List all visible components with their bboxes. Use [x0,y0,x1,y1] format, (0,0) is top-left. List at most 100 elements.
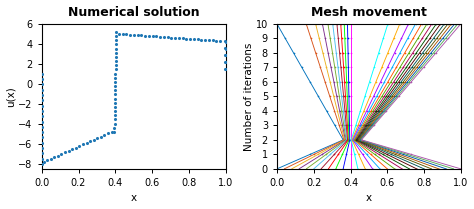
Point [47,157,55,160]
Point [38,141,46,144]
Point [38,157,46,160]
Point [68,148,76,151]
Point [112,64,119,67]
Point [198,38,205,41]
Point [222,40,230,43]
Point [194,38,201,41]
Point [75,144,83,148]
Point [104,132,112,135]
Point [90,138,98,141]
Point [72,146,80,149]
Title: Numerical solution: Numerical solution [68,6,200,19]
Point [123,33,130,36]
Point [153,35,160,38]
Point [221,46,229,50]
Point [40,160,47,163]
Point [171,36,179,40]
Y-axis label: u(x): u(x) [6,86,16,107]
Point [38,72,46,75]
Point [79,143,87,146]
Point [38,146,46,150]
Point [112,38,120,42]
Point [51,155,58,159]
Point [38,162,46,166]
Point [221,53,229,57]
Point [38,136,46,139]
Point [112,51,119,54]
Point [186,37,194,41]
X-axis label: x: x [131,194,137,203]
Point [127,33,134,36]
Point [38,125,46,129]
Point [149,34,156,38]
Point [164,36,172,39]
Point [58,152,65,156]
Point [222,54,230,57]
Point [110,126,118,129]
Point [111,122,118,125]
Point [111,76,119,79]
Point [112,34,120,38]
Point [65,149,73,153]
Point [222,60,229,64]
Point [111,97,119,100]
Title: Mesh movement: Mesh movement [311,6,427,19]
Y-axis label: Number of iterations: Number of iterations [244,42,255,150]
Point [179,37,186,40]
Point [111,84,119,88]
Point [108,130,115,134]
Point [54,154,62,157]
Point [43,159,51,162]
Point [175,36,182,40]
Point [216,39,224,43]
Point [111,105,118,108]
Point [209,39,216,42]
Point [112,68,119,71]
Point [115,32,123,36]
Point [38,120,46,123]
Point [112,43,120,46]
Point [38,104,46,107]
Point [112,72,119,75]
Point [221,60,229,64]
Point [112,47,119,50]
Point [156,35,164,38]
Point [111,109,118,113]
Point [38,115,46,118]
Point [111,89,119,92]
Point [168,36,175,39]
Point [222,67,229,71]
Point [38,78,46,81]
Point [93,136,101,140]
Point [112,55,119,59]
Point [205,38,213,42]
Point [110,130,118,134]
Point [100,133,108,137]
Point [212,39,220,42]
Point [130,33,138,37]
Point [222,67,229,71]
Point [38,152,46,155]
Point [38,109,46,113]
Point [38,99,46,102]
Point [86,140,94,143]
Point [38,83,46,86]
Point [97,135,105,138]
Point [119,32,127,36]
Point [112,30,120,34]
Point [221,39,228,43]
Point [38,88,46,91]
Point [38,93,46,97]
Point [134,33,141,37]
Point [182,37,190,40]
X-axis label: x: x [366,194,372,203]
Point [111,80,119,84]
Point [201,38,209,42]
Point [190,37,198,41]
Point [141,34,149,37]
Point [61,151,69,154]
Point [111,118,118,121]
Point [111,93,119,96]
Point [112,59,119,63]
Point [222,47,230,50]
